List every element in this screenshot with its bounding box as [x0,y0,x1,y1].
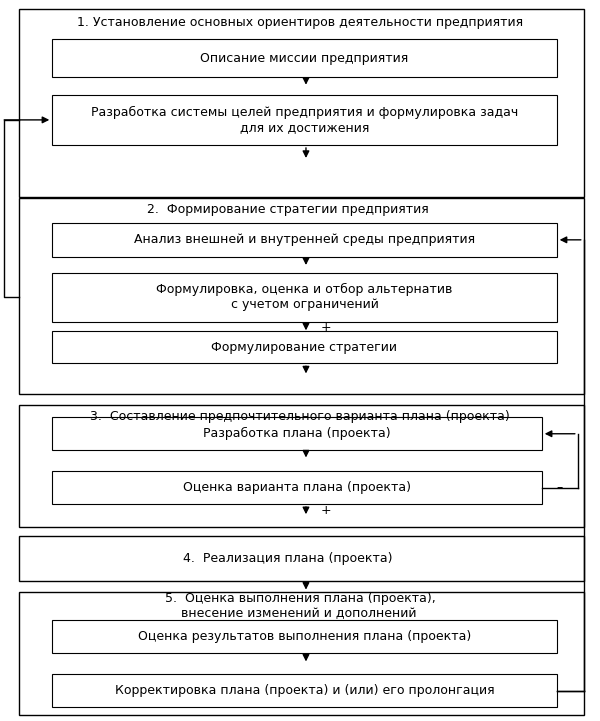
Bar [19,536,584,581]
Text: 1. Установление основных ориентиров деятельности предприятия: 1. Установление основных ориентиров деят… [77,17,523,30]
Bar [52,94,557,145]
Bar [52,417,542,451]
Bar [52,331,557,363]
Text: +: + [321,321,332,334]
Text: 5.  Оценка выполнения плана (проекта),
    внесение изменений и дополнений: 5. Оценка выполнения плана (проекта), вн… [164,592,436,620]
Bar [52,273,557,322]
Text: +: + [321,504,332,517]
Text: Корректировка плана (проекта) и (или) его пролонгация: Корректировка плана (проекта) и (или) ег… [115,684,494,697]
Bar [52,40,557,77]
Bar [52,674,557,707]
Text: 3.  Составление предпочтительного варианта плана (проекта): 3. Составление предпочтительного вариант… [90,410,510,423]
Text: –: – [557,481,563,494]
Bar [19,9,584,198]
Text: Формулировка, оценка и отбор альтернатив
с учетом ограничений: Формулировка, оценка и отбор альтернатив… [156,283,452,311]
Bar [52,223,557,257]
Text: 4.  Реализация плана (проекта): 4. Реализация плана (проекта) [184,552,393,565]
Text: Разработка системы целей предприятия и формулировка задач
для их достижения: Разработка системы целей предприятия и ф… [91,106,518,134]
Text: Оценка варианта плана (проекта): Оценка варианта плана (проекта) [183,481,411,494]
Text: Оценка результатов выполнения плана (проекта): Оценка результатов выполнения плана (про… [138,630,471,643]
Text: Анализ внешней и внутренней среды предприятия: Анализ внешней и внутренней среды предпр… [134,234,475,247]
Text: Описание миссии предприятия: Описание миссии предприятия [200,52,409,65]
Bar [19,405,584,527]
Bar [19,593,584,715]
Bar [52,620,557,653]
Text: Разработка плана (проекта): Разработка плана (проекта) [203,428,391,441]
Bar [19,198,584,394]
Text: Формулирование стратегии: Формулирование стратегии [211,341,397,354]
Text: 2.  Формирование стратегии предприятия: 2. Формирование стратегии предприятия [147,203,429,216]
Bar [52,471,542,504]
